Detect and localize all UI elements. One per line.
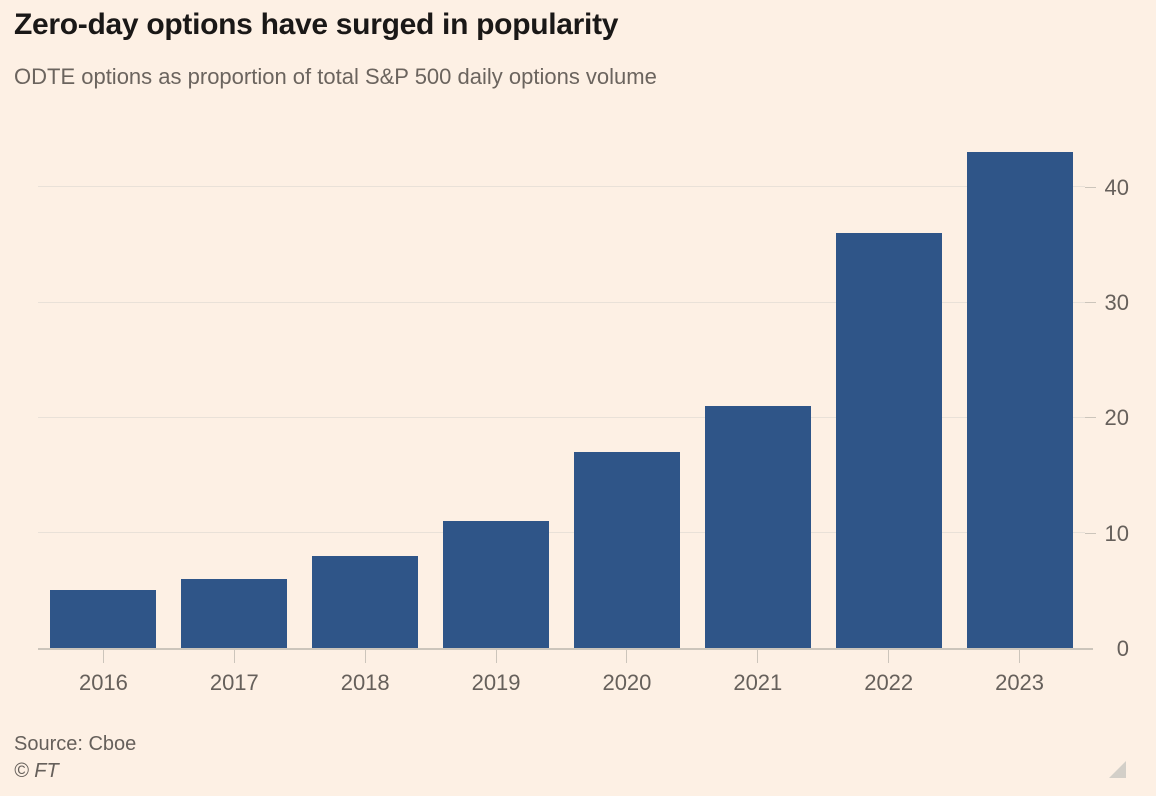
y-tick-10 — [1085, 532, 1096, 534]
x-tick-2018 — [364, 650, 366, 663]
bar-chart-plot-area — [38, 120, 1085, 648]
x-tick-2016 — [102, 650, 104, 663]
y-tick-40 — [1085, 186, 1096, 188]
bar-2019 — [443, 521, 550, 648]
x-tick-label-2019: 2019 — [471, 670, 521, 695]
resize-corner-icon — [1109, 761, 1126, 778]
y-tick-label-40: 40 — [1104, 174, 1129, 200]
y-tick-label-10: 10 — [1104, 520, 1129, 546]
bar-2023 — [966, 152, 1073, 648]
x-tick-label-2018: 2018 — [340, 670, 390, 695]
x-tick-2023 — [1019, 650, 1021, 663]
ft-copyright: © FT — [14, 760, 59, 782]
y-tick-label-30: 30 — [1104, 290, 1129, 316]
x-tick-2020 — [626, 650, 628, 663]
bar-2020 — [573, 452, 680, 648]
gridline-30 — [38, 301, 1085, 303]
y-tick-label-20: 20 — [1104, 405, 1129, 431]
x-tick-2021 — [757, 650, 759, 663]
x-tick-label-2022: 2022 — [864, 670, 914, 695]
y-tick-label-0: 0 — [1116, 636, 1129, 661]
bar-2016 — [50, 590, 157, 648]
bar-2021 — [704, 405, 811, 648]
x-axis-baseline — [38, 648, 1093, 650]
x-tick-2022 — [888, 650, 890, 663]
x-tick-label-2020: 2020 — [602, 670, 652, 695]
x-tick-label-2021: 2021 — [733, 670, 783, 695]
chart-subtitle: ODTE options as proportion of total S&P … — [14, 64, 657, 89]
x-tick-label-2023: 2023 — [995, 670, 1045, 695]
x-tick-2017 — [233, 650, 235, 663]
x-tick-2019 — [495, 650, 497, 663]
y-tick-30 — [1085, 302, 1096, 304]
source-note: Source: Cboe — [14, 733, 137, 755]
bar-2022 — [835, 232, 942, 648]
bar-2018 — [312, 555, 419, 648]
gridline-10 — [38, 532, 1085, 534]
y-tick-20 — [1085, 417, 1096, 419]
x-tick-label-2016: 2016 — [78, 670, 128, 695]
gridline-40 — [38, 186, 1085, 188]
x-tick-label-2017: 2017 — [209, 670, 259, 695]
bar-2017 — [181, 578, 288, 648]
gridline-20 — [38, 416, 1085, 418]
chart-title: Zero-day options have surged in populari… — [14, 8, 619, 41]
